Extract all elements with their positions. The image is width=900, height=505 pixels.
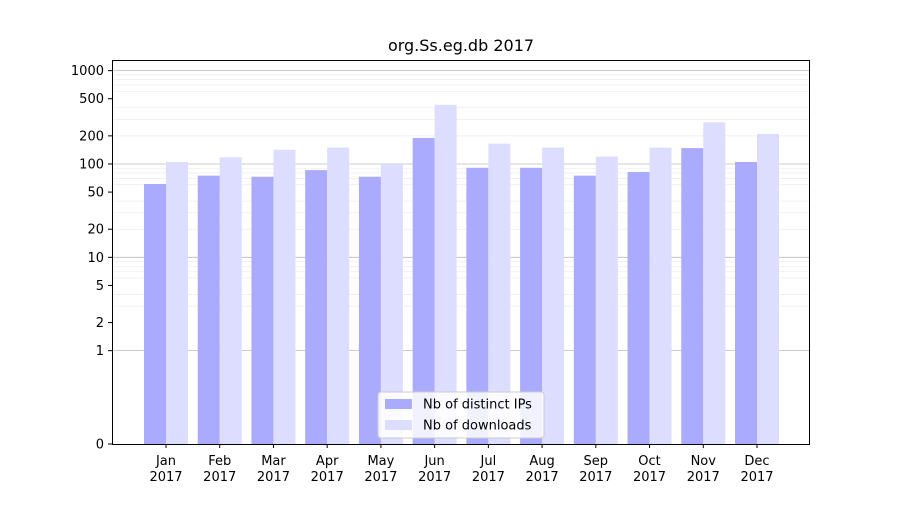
- y-axis: 0 1 2 5 10 20 50 100 200 500 1000: [71, 64, 112, 453]
- bar-distinct-ips: [358, 176, 381, 444]
- y-tick-label: 20: [87, 223, 104, 238]
- chart-title: org.Ss.eg.db 2017: [388, 36, 534, 55]
- bar-distinct-ips: [466, 167, 489, 445]
- x-tick-label-month: Nov: [691, 454, 717, 469]
- legend: Nb of distinct IPs Nb of downloads: [377, 391, 545, 439]
- bar-distinct-ips: [251, 176, 274, 444]
- bar-downloads: [380, 163, 403, 444]
- bar-downloads: [703, 122, 726, 445]
- bar-distinct-ips: [144, 184, 166, 444]
- bar-downloads: [327, 147, 350, 444]
- x-tick-label-year: 2017: [472, 470, 505, 485]
- bar-distinct-ips: [520, 167, 543, 445]
- x-tick-label-year: 2017: [687, 470, 720, 485]
- bar-downloads: [542, 147, 565, 444]
- legend-label-downloads: Nb of downloads: [423, 419, 532, 434]
- legend-box: [377, 391, 545, 439]
- bar-downloads: [488, 143, 511, 444]
- x-tick-label-year: 2017: [257, 470, 290, 485]
- y-tick-label: 1000: [71, 64, 104, 79]
- y-tick-label: 2: [96, 316, 104, 331]
- legend-label-distinct-ips: Nb of distinct IPs: [423, 398, 532, 413]
- y-tick-label: 100: [79, 157, 104, 172]
- x-tick-label-year: 2017: [418, 470, 451, 485]
- x-tick-label-month: May: [367, 454, 394, 469]
- bar-downloads: [434, 104, 457, 444]
- x-tick-label-month: Mar: [261, 454, 286, 469]
- y-tick-label: 5: [96, 279, 104, 294]
- y-tick-label: 10: [87, 251, 104, 266]
- y-tick-label: 1: [96, 344, 104, 359]
- bar-downloads: [595, 156, 618, 445]
- bar-distinct-ips: [681, 148, 704, 444]
- x-axis: Jan2017Feb2017Mar2017Apr2017May2017Jun20…: [149, 444, 774, 485]
- y-tick-label: 500: [79, 92, 104, 107]
- y-tick-label: 200: [79, 129, 104, 144]
- x-tick-label-year: 2017: [311, 470, 344, 485]
- legend-swatch-distinct-ips: [385, 399, 412, 409]
- x-tick-label-month: Apr: [316, 454, 339, 469]
- x-tick-label-month: Jun: [423, 454, 444, 469]
- x-tick-label-month: Jul: [480, 454, 497, 469]
- bar-distinct-ips: [197, 175, 220, 444]
- bar-distinct-ips: [573, 175, 596, 444]
- bar-downloads: [166, 161, 188, 444]
- x-tick-label-month: Oct: [638, 454, 660, 469]
- x-tick-label-month: Sep: [584, 454, 609, 469]
- x-tick-label-month: Aug: [529, 454, 554, 469]
- bar-downloads: [757, 133, 779, 444]
- y-tick-label: 50: [87, 186, 104, 201]
- x-tick-label-year: 2017: [633, 470, 666, 485]
- bar-distinct-ips: [412, 137, 435, 445]
- bar-distinct-ips: [627, 172, 650, 444]
- plot-frame: [112, 60, 810, 445]
- bars: [144, 104, 779, 445]
- bar-distinct-ips: [735, 161, 757, 444]
- x-tick-label-month: Jan: [155, 454, 176, 469]
- x-tick-label-month: Dec: [744, 454, 769, 469]
- bar-downloads: [273, 149, 296, 444]
- x-tick-label-year: 2017: [526, 470, 559, 485]
- x-tick-label-year: 2017: [149, 470, 182, 485]
- legend-swatch-downloads: [385, 420, 412, 430]
- bar-distinct-ips: [305, 170, 328, 444]
- y-tick-label: 0: [96, 438, 104, 453]
- x-tick-label-year: 2017: [740, 470, 773, 485]
- x-tick-label-month: Feb: [208, 454, 231, 469]
- bar-downloads: [219, 157, 242, 444]
- x-tick-label-year: 2017: [364, 470, 397, 485]
- x-tick-label-year: 2017: [203, 470, 236, 485]
- bar-downloads: [649, 147, 672, 444]
- x-tick-label-year: 2017: [579, 470, 612, 485]
